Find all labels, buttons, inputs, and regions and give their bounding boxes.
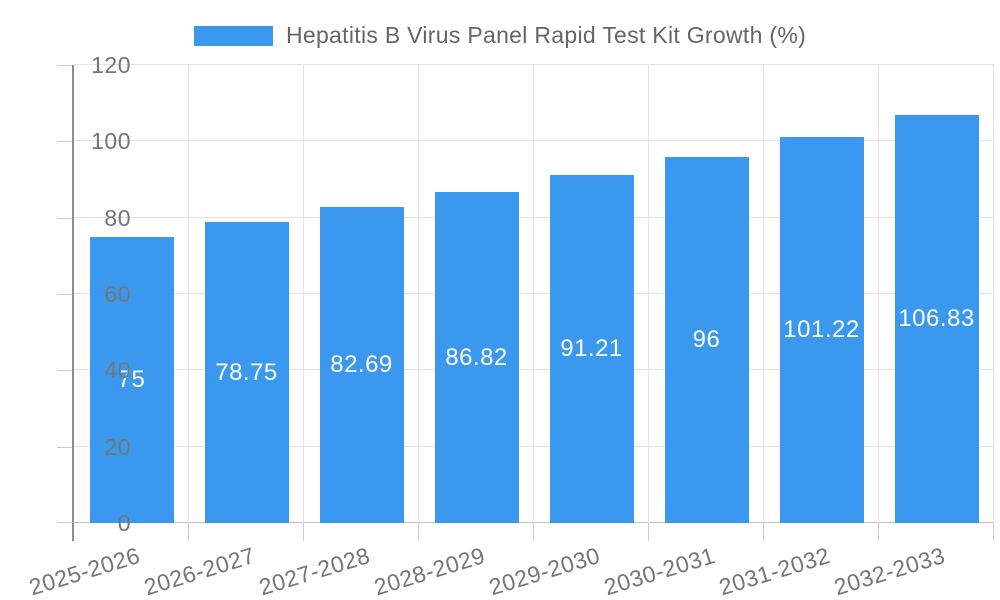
y-axis (72, 65, 74, 541)
gridline-horizontal (74, 140, 994, 142)
bar-value-label: 86.82 (445, 343, 508, 371)
x-axis-tick-label-text: 2028-2029 (371, 542, 489, 600)
bar-value-label: 75 (117, 366, 146, 393)
bar-value-label: 91.21 (560, 335, 623, 362)
gridline-vertical (418, 65, 419, 523)
y-axis-tick-label: 60 (104, 281, 131, 307)
x-axis-tick-label-text: 2031-2032 (716, 542, 834, 600)
y-axis-tick-label: 0 (117, 510, 131, 536)
gridline-vertical (303, 65, 304, 523)
x-axis-tick (648, 523, 649, 541)
bar[interactable]: 86.82 (434, 192, 519, 523)
x-axis-tick (993, 523, 994, 541)
gridline-vertical (878, 65, 879, 523)
x-axis-tick-label-text: 2025-2026 (26, 542, 144, 600)
x-axis-tick-label-text: 2030-2031 (601, 542, 719, 600)
y-axis-tick (57, 522, 72, 523)
y-axis-tick (57, 370, 72, 372)
x-axis-tick (418, 523, 419, 541)
y-axis-tick-label: 20 (104, 433, 131, 460)
y-axis-tick (57, 217, 72, 219)
y-axis-tick (57, 294, 72, 295)
bar[interactable]: 101.22 (779, 137, 864, 523)
bar[interactable]: 75 (89, 237, 174, 523)
gridline-vertical (763, 65, 764, 523)
gridline-horizontal (74, 216, 994, 218)
legend-swatch (193, 25, 273, 46)
gridline-vertical (648, 65, 649, 523)
bar[interactable]: 78.75 (204, 222, 289, 523)
x-axis-tick-label-text: 2029-2030 (486, 542, 604, 600)
y-axis-tick-label: 80 (104, 204, 131, 231)
bar[interactable]: 91.21 (549, 175, 634, 523)
y-axis-tick (57, 65, 72, 66)
bar[interactable]: 96 (664, 157, 749, 523)
y-axis-tick (57, 446, 72, 448)
x-axis-tick-label-text: 2026-2027 (141, 542, 259, 600)
y-axis-tick-label: 40 (104, 357, 131, 384)
plot-area: 75 78.75 82.69 86.82 91.21 96 101.22 106.83 0 20… (26, 52, 994, 600)
legend-label: Hepatitis B Virus Panel Rapid Test Kit G… (285, 22, 807, 48)
bar-value-label: 101.22 (783, 316, 860, 343)
x-axis-tick (188, 523, 189, 541)
bar-value-label: 78.75 (215, 358, 278, 386)
y-axis-tick-label: 120 (91, 52, 131, 78)
gridline-vertical (188, 65, 189, 523)
legend[interactable]: Hepatitis B Virus Panel Rapid Test Kit G… (0, 22, 1000, 49)
bar-value-label: 96 (692, 326, 721, 353)
y-axis-tick (57, 141, 72, 143)
x-axis-tick (878, 523, 879, 541)
x-axis-tick (763, 523, 764, 541)
gridline-vertical (533, 65, 534, 523)
gridline-horizontal (74, 64, 994, 65)
bar[interactable]: 106.83 (894, 115, 979, 523)
x-axis (57, 522, 994, 523)
x-axis-tick (533, 523, 534, 541)
x-axis-tick-label-text: 2027-2028 (256, 542, 374, 600)
gridline-horizontal (74, 369, 994, 371)
bar-value-label: 82.69 (330, 351, 393, 378)
x-axis-tick-label-text: 2032-2033 (831, 542, 949, 600)
gridline-vertical (993, 65, 994, 523)
gridline-horizontal (74, 445, 994, 447)
bar[interactable]: 82.69 (319, 207, 404, 523)
bar-value-label: 106.83 (898, 305, 975, 332)
y-axis-tick-label: 100 (91, 128, 131, 155)
x-axis-tick (303, 523, 304, 541)
gridline-horizontal (74, 293, 994, 294)
